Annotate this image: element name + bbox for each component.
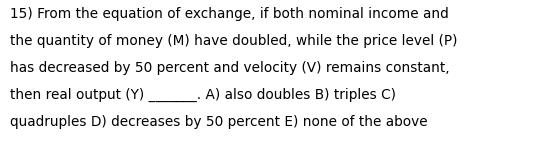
Text: quadruples D) decreases by 50 percent E) none of the above: quadruples D) decreases by 50 percent E)… [10, 115, 427, 129]
Text: then real output (Y) _______. A) also doubles B) triples C): then real output (Y) _______. A) also do… [10, 88, 396, 102]
Text: has decreased by 50 percent and velocity (V) remains constant,: has decreased by 50 percent and velocity… [10, 61, 450, 75]
Text: the quantity of money (M) have doubled, while the price level (P): the quantity of money (M) have doubled, … [10, 34, 458, 48]
Text: 15) From the equation of exchange, if both nominal income and: 15) From the equation of exchange, if bo… [10, 7, 449, 21]
